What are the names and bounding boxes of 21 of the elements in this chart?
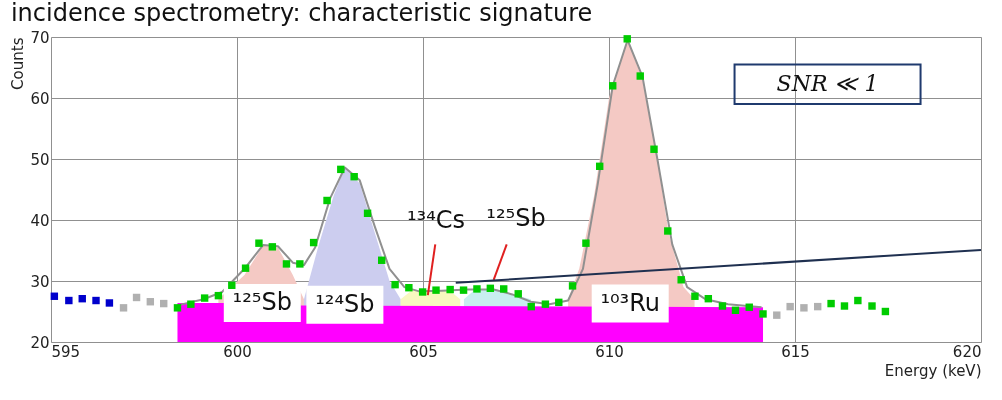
x-tick-label: 600 bbox=[223, 342, 252, 361]
annotation: ¹²⁵Sb bbox=[486, 203, 546, 232]
chart-title: incidence spectrometry: characteristic signature bbox=[10, 0, 593, 27]
annotation: ¹²⁵Sb bbox=[232, 287, 292, 316]
annotation: ¹²⁴Sb bbox=[315, 289, 375, 318]
annotation: ¹³⁴Cs bbox=[406, 205, 466, 234]
y-tick-label: 30 bbox=[30, 272, 50, 291]
y-tick-label: 50 bbox=[30, 150, 50, 169]
y-tick-label: 20 bbox=[30, 333, 50, 352]
x-tick-label: 615 bbox=[781, 342, 810, 361]
y-tick-label: 60 bbox=[30, 89, 50, 108]
x-axis-title: Energy (keV) bbox=[884, 361, 982, 380]
x-tick-label: 610 bbox=[595, 342, 624, 361]
x-tick-label: 605 bbox=[409, 342, 438, 361]
y-tick-label: 40 bbox=[30, 211, 50, 230]
x-tick-label: 595 bbox=[51, 342, 81, 361]
y-axis-title: Counts bbox=[9, 37, 28, 90]
annotation: ¹⁰³Ru bbox=[600, 288, 661, 317]
x-tick-label: 620 bbox=[952, 342, 982, 361]
annotation: SNR ≪ 1 bbox=[776, 71, 879, 97]
y-tick-label: 70 bbox=[30, 28, 50, 47]
